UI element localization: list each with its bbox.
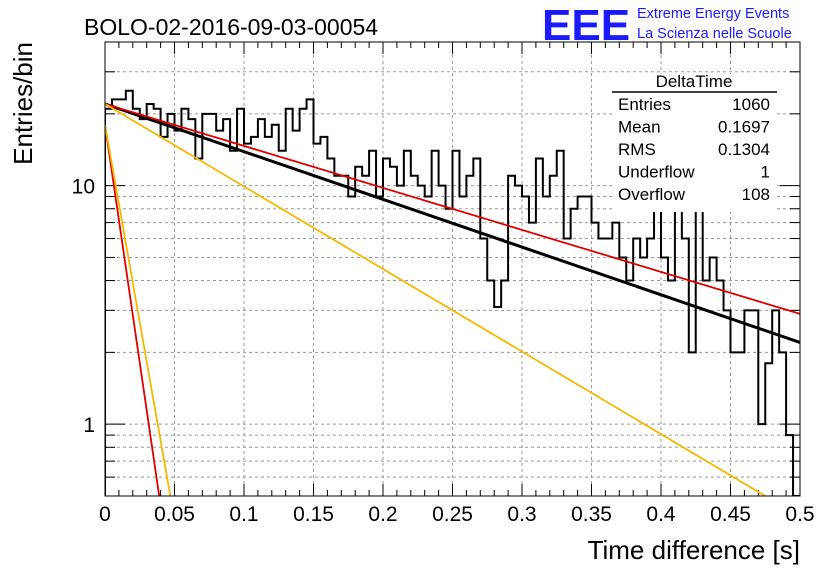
stats-title: DeltaTime xyxy=(656,72,733,91)
stats-row-label: Underflow xyxy=(618,163,695,182)
x-tick-label: 0.25 xyxy=(432,503,473,526)
stats-row-label: RMS xyxy=(618,140,656,159)
logo-line-1: Extreme Energy Events xyxy=(637,6,789,22)
stats-row-label: Entries xyxy=(618,95,671,114)
series-exp-orange-mid xyxy=(105,103,766,496)
series-exp-orange-fast xyxy=(105,124,172,496)
chart-title: BOLO-02-2016-09-03-00054 xyxy=(84,14,378,40)
x-tick-label: 0.1 xyxy=(229,503,258,526)
stats-row-value: 0.1304 xyxy=(718,140,770,159)
x-tick-label: 0.15 xyxy=(293,503,334,526)
stats-row-value: 0.1697 xyxy=(718,118,770,137)
x-tick-label: 0.5 xyxy=(785,503,814,526)
x-tick-label: 0.45 xyxy=(710,503,751,526)
x-tick-label: 0.05 xyxy=(154,503,195,526)
x-axis-label: Time difference [s] xyxy=(588,535,800,565)
eee-logo: EEE Extreme Energy Events La Scienza nel… xyxy=(542,1,792,50)
y-tick-labels: 1 10 xyxy=(72,176,95,438)
stats-row-value: 108 xyxy=(742,185,770,204)
series-exp-slow xyxy=(105,103,800,315)
x-tick-labels: 0 0.05 0.1 0.15 0.2 0.25 0.3 0.35 0.4 0.45 0.5 xyxy=(99,503,814,526)
stats-box: DeltaTime Entries 1060 Mean 0.1697 RMS 0.1304… xyxy=(612,72,777,212)
y-tick-label: 10 xyxy=(72,176,95,199)
x-tick-label: 0.35 xyxy=(571,503,612,526)
logo-line-2: La Scienza nelle Scuole xyxy=(637,26,792,42)
x-tick-label: 0 xyxy=(99,503,111,526)
x-tick-label: 0.2 xyxy=(368,503,397,526)
series-fit-total xyxy=(105,102,800,344)
stats-row-value: 1 xyxy=(761,163,770,182)
stats-row-label: Overflow xyxy=(618,185,686,204)
x-tick-label: 0.3 xyxy=(507,503,536,526)
stats-row-value: 1060 xyxy=(732,95,770,114)
plot-frame xyxy=(104,41,801,497)
stats-box-bg xyxy=(612,74,777,212)
y-axis-label: Entries/bin xyxy=(8,42,38,165)
stats-row-label: Mean xyxy=(618,118,661,137)
fit-curves xyxy=(105,102,800,496)
x-tick-label: 0.4 xyxy=(646,503,676,526)
y-tick-label: 1 xyxy=(83,414,95,437)
series-exp-fast-red xyxy=(105,124,161,496)
